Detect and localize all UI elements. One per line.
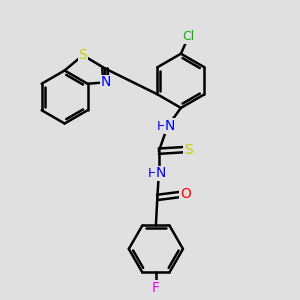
Text: N: N [165,119,175,133]
Text: H: H [148,167,157,180]
Text: S: S [79,48,87,62]
Text: Cl: Cl [182,30,194,44]
Text: S: S [184,143,193,157]
Text: F: F [152,281,160,295]
Text: O: O [180,188,191,202]
Text: H: H [157,120,166,133]
Text: N: N [100,75,111,89]
Text: N: N [156,166,166,180]
